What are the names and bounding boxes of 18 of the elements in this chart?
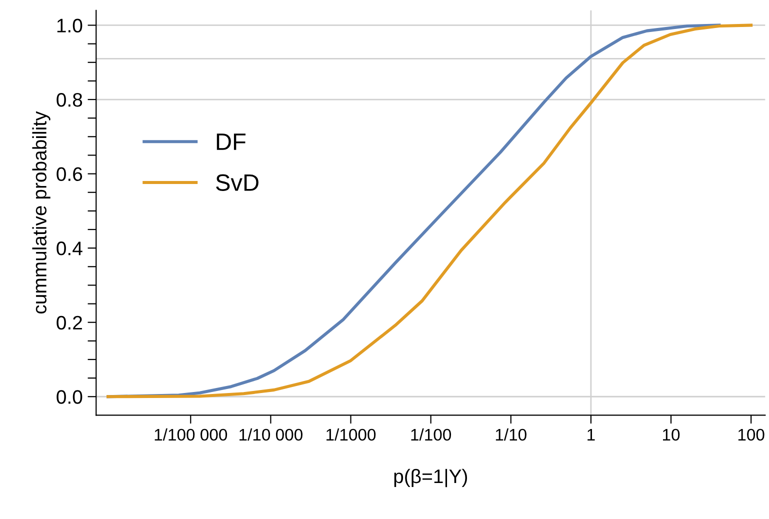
x-tick-label: 10	[663, 428, 680, 441]
x-tick-label: 1	[588, 429, 595, 440]
x-tick-label: 1/10	[496, 428, 526, 441]
y-tick-label: 0.4	[56, 242, 82, 256]
x-tick-label: 1/100 000	[154, 428, 228, 441]
x-tick-label: 100	[738, 428, 764, 441]
legend-label: DF	[216, 134, 246, 150]
x-tick-label: 1/100	[411, 428, 452, 441]
y-tick-label: 0.8	[56, 92, 82, 107]
x-axis-title: p(β=1|Y)	[394, 468, 468, 488]
y-tick-label: 1.0	[57, 18, 82, 32]
x-tick-label: 1/10 000	[240, 428, 302, 441]
y-tick-label: 0.0	[56, 390, 82, 404]
x-tick-label: 1/1000	[326, 428, 376, 441]
y-tick-label: 0.2	[56, 316, 82, 330]
legend-label: SvD	[216, 174, 258, 191]
y-tick-label: 0.6	[56, 167, 82, 182]
y-axis-title: cummulative probability	[32, 111, 50, 314]
